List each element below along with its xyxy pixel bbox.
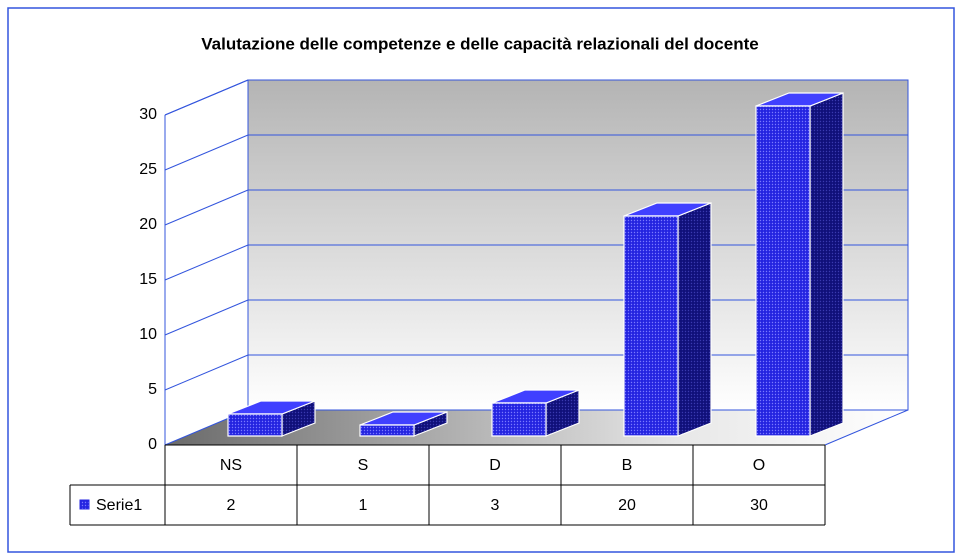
grid-line	[164, 299, 249, 336]
floor-edge	[824, 409, 909, 446]
grid-line	[164, 134, 249, 171]
table-value: 20	[618, 497, 636, 514]
y-tick-label: 20	[139, 216, 157, 233]
bar-front	[227, 413, 283, 437]
grid-line	[164, 244, 249, 281]
table-value: 3	[491, 497, 500, 514]
bar-side	[677, 202, 712, 437]
y-tick-label: 0	[148, 436, 157, 453]
y-tick-label: 10	[139, 326, 157, 343]
table-value: 2	[227, 497, 236, 514]
bar	[359, 411, 448, 437]
legend-swatch	[79, 499, 90, 510]
bar	[623, 202, 712, 437]
bar	[227, 400, 316, 437]
y-tick-label: 30	[139, 106, 157, 123]
bar-front	[623, 215, 679, 437]
frame	[7, 7, 955, 553]
bar-front	[491, 402, 547, 437]
y-tick-label: 5	[148, 381, 157, 398]
bar	[755, 92, 844, 437]
x-tick-label: NS	[220, 457, 242, 474]
bar-front	[359, 424, 415, 437]
legend-label: Serie1	[96, 497, 142, 514]
chart-title: Valutazione delle competenze e delle cap…	[201, 34, 758, 53]
x-tick-label: B	[622, 457, 633, 474]
table-value: 30	[750, 497, 768, 514]
grid-line	[164, 354, 249, 391]
grid-line	[164, 189, 249, 226]
bar-side	[809, 92, 844, 437]
grid-line	[164, 79, 249, 116]
x-tick-label: D	[489, 457, 501, 474]
y-tick-label: 15	[139, 271, 157, 288]
table-value: 1	[359, 497, 368, 514]
bar-front	[755, 105, 811, 437]
y-tick-label: 25	[139, 161, 157, 178]
x-tick-label: O	[753, 457, 765, 474]
x-tick-label: S	[358, 457, 369, 474]
bar	[491, 389, 580, 437]
